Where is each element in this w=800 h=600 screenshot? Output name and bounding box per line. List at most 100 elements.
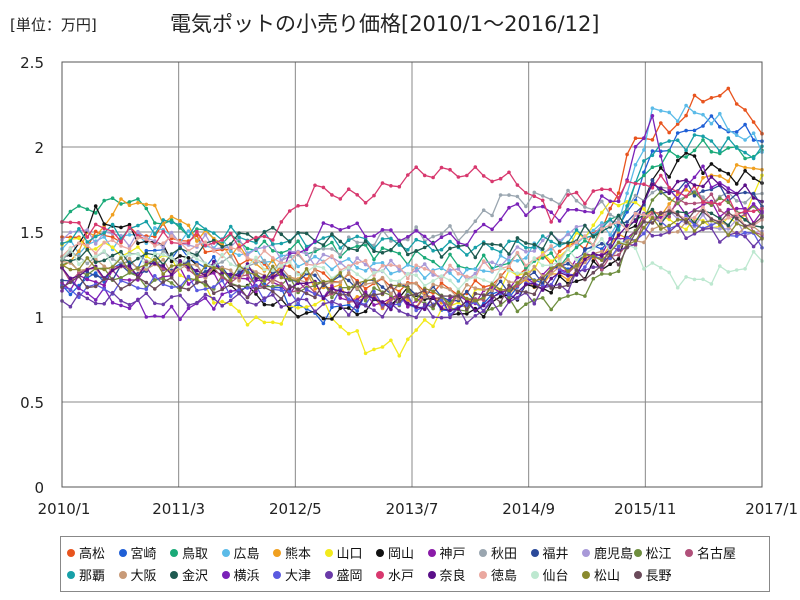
data-point	[321, 247, 326, 251]
data-point	[726, 171, 731, 176]
data-point	[507, 255, 511, 259]
data-point	[338, 280, 343, 285]
legend-item: 広島	[221, 543, 260, 562]
data-point	[566, 269, 570, 274]
data-point	[650, 178, 655, 182]
data-point	[608, 217, 612, 221]
data-point	[380, 246, 385, 250]
data-point	[616, 199, 621, 203]
data-point	[363, 234, 368, 239]
data-point	[422, 267, 427, 271]
data-point	[363, 269, 368, 273]
data-point	[675, 285, 680, 290]
data-point	[372, 296, 376, 301]
data-point	[304, 231, 309, 236]
data-point	[346, 246, 351, 251]
data-point	[77, 256, 81, 261]
data-point	[431, 241, 435, 246]
data-point	[85, 267, 90, 272]
data-point	[338, 324, 343, 329]
data-point	[68, 280, 73, 285]
data-point	[600, 258, 604, 263]
data-point	[203, 296, 208, 300]
data-point	[718, 227, 722, 231]
data-point	[591, 270, 596, 275]
data-point	[726, 207, 731, 212]
data-point	[186, 306, 191, 311]
data-point	[212, 254, 216, 259]
data-point	[566, 257, 570, 262]
data-point	[642, 136, 646, 140]
data-point	[321, 260, 326, 264]
data-point	[355, 256, 360, 260]
data-point	[161, 264, 165, 268]
data-point	[85, 235, 90, 239]
data-point	[186, 234, 191, 239]
series-盛岡	[60, 222, 764, 325]
data-point	[684, 155, 688, 159]
legend-label: 松山	[594, 569, 621, 584]
data-point	[465, 289, 469, 294]
data-point	[93, 211, 98, 215]
data-point	[751, 209, 756, 214]
data-point	[515, 289, 520, 294]
data-point	[465, 243, 469, 247]
data-point	[279, 322, 284, 326]
data-point	[102, 231, 106, 235]
data-point	[734, 182, 739, 186]
data-point	[178, 288, 182, 293]
data-point	[498, 250, 503, 254]
data-point	[726, 86, 731, 91]
data-point	[178, 285, 182, 290]
data-point	[169, 285, 174, 290]
data-point	[296, 264, 300, 269]
legend-label: 仙台	[542, 569, 569, 584]
data-point	[726, 146, 731, 150]
data-point	[726, 136, 731, 140]
data-point	[743, 224, 747, 228]
data-point	[743, 230, 747, 235]
x-tick-label: 2015/11	[614, 500, 676, 518]
data-point	[169, 295, 174, 299]
data-point	[600, 249, 604, 254]
data-point	[169, 214, 174, 219]
data-point	[566, 232, 570, 237]
data-point	[338, 197, 343, 201]
data-point	[675, 218, 680, 222]
data-point	[110, 253, 115, 258]
data-point	[532, 292, 537, 297]
data-point	[304, 281, 309, 286]
data-point	[195, 288, 199, 293]
data-point	[110, 265, 115, 269]
data-point	[481, 241, 486, 246]
data-point	[144, 262, 149, 267]
data-point	[363, 303, 368, 308]
data-point	[751, 202, 756, 206]
legend-label: 水戸	[388, 569, 415, 584]
data-point	[110, 235, 115, 239]
data-point	[77, 295, 81, 300]
data-point	[271, 289, 275, 294]
data-point	[414, 263, 419, 268]
data-point	[77, 291, 81, 296]
data-point	[557, 285, 562, 290]
data-point	[515, 250, 520, 255]
data-point	[507, 264, 511, 269]
data-point	[549, 272, 553, 276]
data-point	[203, 279, 208, 284]
data-point	[212, 248, 216, 253]
data-point	[659, 166, 663, 170]
data-point	[102, 302, 106, 306]
data-point	[414, 315, 419, 320]
data-point	[313, 264, 317, 268]
data-point	[583, 265, 587, 269]
data-point	[296, 272, 300, 277]
data-point	[304, 247, 309, 252]
data-point	[102, 222, 106, 226]
data-point	[119, 202, 123, 206]
data-point	[684, 236, 688, 240]
data-point	[110, 212, 115, 217]
data-point	[465, 229, 469, 234]
data-point	[372, 303, 376, 307]
data-point	[372, 268, 376, 272]
